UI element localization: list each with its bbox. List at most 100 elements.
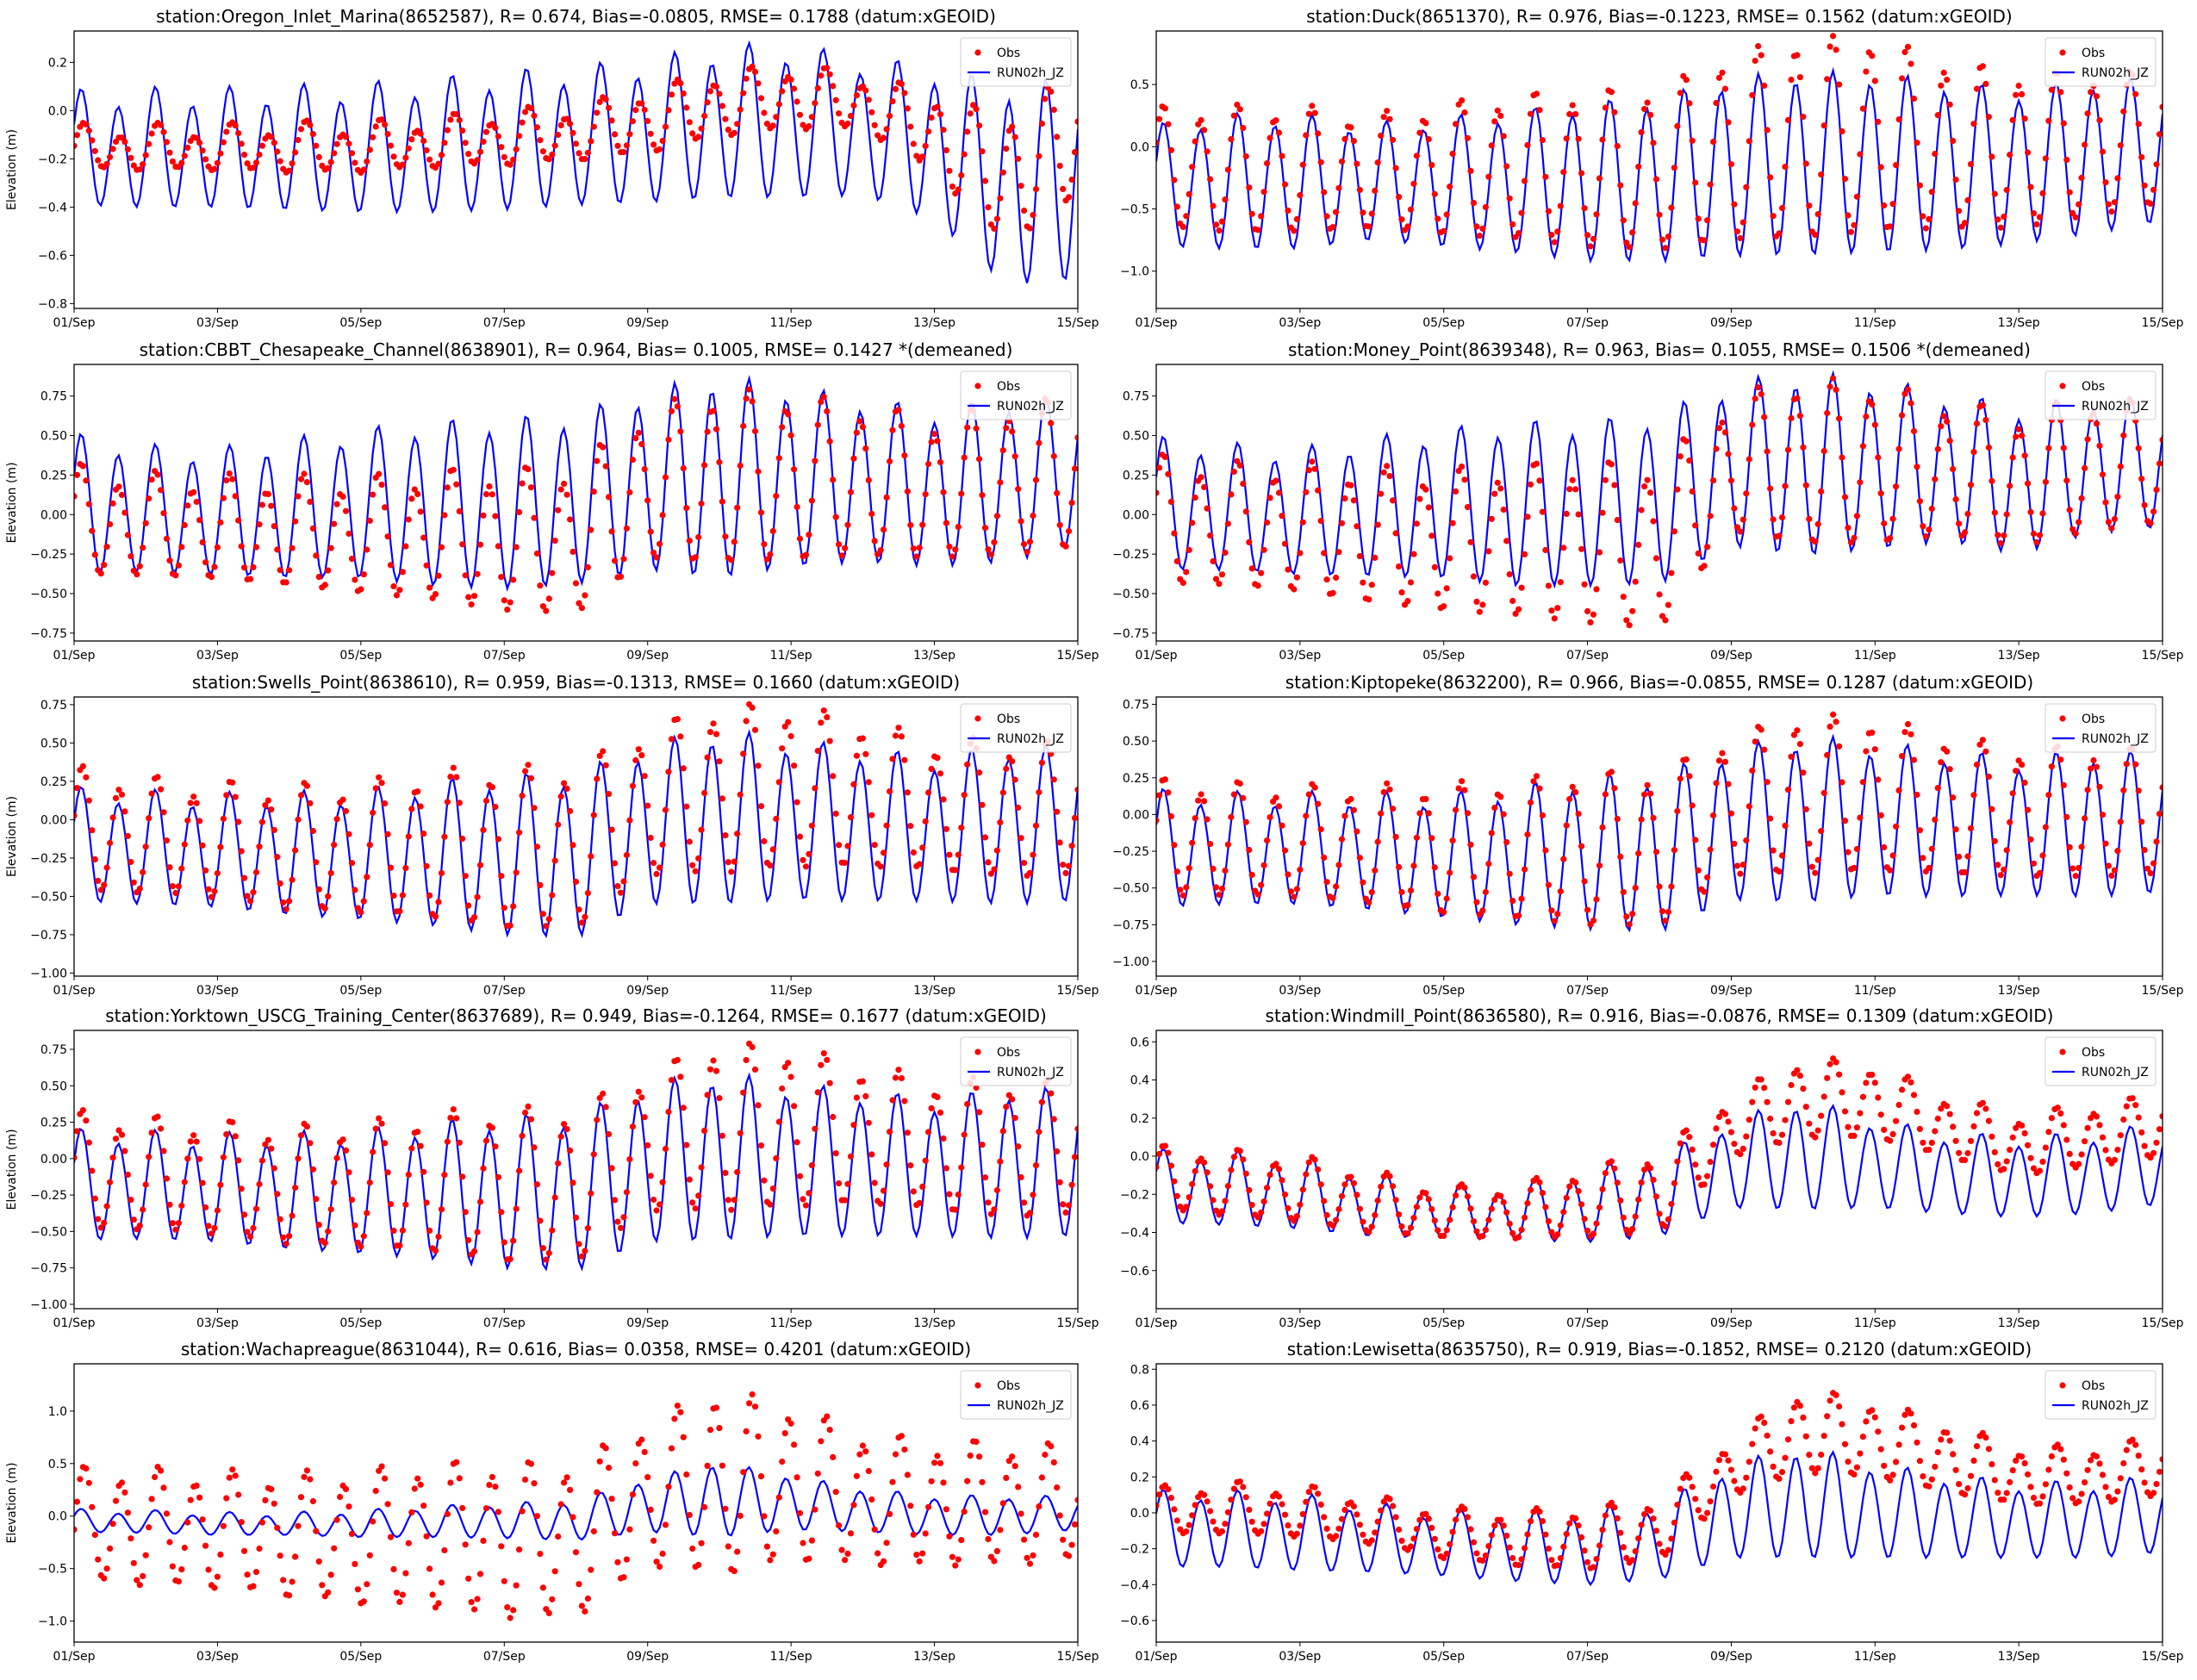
obs-point xyxy=(489,1124,496,1131)
obs-point xyxy=(327,1206,334,1213)
obs-point xyxy=(1413,152,1420,159)
obs-point xyxy=(382,504,389,511)
obs-point xyxy=(121,808,128,815)
obs-point xyxy=(1689,1484,1696,1490)
obs-point xyxy=(1305,110,1312,117)
obs-point xyxy=(916,1199,923,1206)
obs-point xyxy=(214,870,221,877)
obs-point xyxy=(1695,550,1702,557)
obs-point xyxy=(154,471,161,478)
obs-point xyxy=(444,1510,451,1517)
obs-point xyxy=(1938,423,1945,430)
obs-point xyxy=(1416,129,1423,136)
obs-point xyxy=(1413,520,1420,527)
obs-point xyxy=(91,1531,98,1539)
obs-point xyxy=(2153,161,2160,168)
obs-point xyxy=(1201,1159,1208,1166)
obs-point xyxy=(441,833,448,840)
obs-point xyxy=(1470,573,1478,580)
obs-point xyxy=(1275,1493,1283,1500)
obs-point xyxy=(2132,1441,2139,1448)
obs-point xyxy=(993,1547,1000,1554)
obs-point xyxy=(557,1133,564,1140)
obs-point xyxy=(820,394,827,401)
obs-point xyxy=(190,488,197,495)
obs-point xyxy=(1806,1120,1813,1127)
obs-point xyxy=(588,1190,594,1197)
obs-point xyxy=(2003,847,2010,854)
obs-point xyxy=(146,1154,152,1160)
obs-point xyxy=(620,1214,627,1221)
obs-point xyxy=(626,1526,633,1533)
obs-point xyxy=(97,887,104,893)
obs-point xyxy=(612,1530,619,1537)
obs-point xyxy=(543,607,550,614)
obs-point xyxy=(1195,797,1202,804)
obs-point xyxy=(501,1239,507,1246)
obs-point xyxy=(1258,213,1265,220)
obs-point xyxy=(1857,151,1864,158)
obs-point xyxy=(2150,508,2157,515)
obs-point xyxy=(1719,419,1726,426)
obs-point xyxy=(910,140,917,147)
obs-point xyxy=(665,107,672,114)
obs-point xyxy=(402,154,409,161)
obs-point xyxy=(211,888,218,895)
obs-point xyxy=(1767,1115,1774,1123)
obs-point xyxy=(1889,515,1896,522)
obs-point xyxy=(1725,119,1732,126)
obs-point xyxy=(1755,43,1762,50)
obs-point xyxy=(1662,918,1669,924)
obs-point xyxy=(701,462,708,469)
obs-point xyxy=(1542,546,1549,554)
obs-point xyxy=(1985,114,1992,121)
obs-point xyxy=(1997,872,2004,879)
obs-point xyxy=(83,121,90,128)
obs-point xyxy=(1836,81,1843,88)
obs-point xyxy=(1285,207,1291,214)
x-tick-label: 13/Sep xyxy=(913,984,955,998)
obs-point xyxy=(476,541,484,548)
obs-point xyxy=(862,750,869,757)
obs-point xyxy=(1641,105,1648,113)
obs-point xyxy=(235,1491,242,1498)
obs-point xyxy=(1165,470,1172,477)
obs-point xyxy=(674,1403,682,1409)
obs-point xyxy=(1329,589,1336,596)
obs-point xyxy=(366,1552,373,1559)
obs-point xyxy=(1887,1477,1894,1484)
obs-point xyxy=(321,582,328,588)
obs-point xyxy=(925,128,932,135)
obs-point xyxy=(2060,120,2067,127)
legend-obs-label: Obs xyxy=(2082,712,2105,726)
obs-point xyxy=(1548,607,1555,614)
legend-model-label: RUN02h_JZ xyxy=(997,400,1064,414)
obs-point xyxy=(1542,1204,1549,1210)
obs-point xyxy=(683,505,690,512)
obs-point xyxy=(1715,74,1723,81)
obs-point xyxy=(1335,1206,1342,1213)
x-tick-label: 09/Sep xyxy=(1710,1316,1752,1330)
obs-point xyxy=(1018,183,1024,190)
obs-point xyxy=(671,395,678,402)
obs-point xyxy=(456,1139,463,1146)
obs-point xyxy=(420,831,427,837)
subplot-6: station:Yorktown_USCG_Training_Center(86… xyxy=(5,1005,1099,1330)
obs-point xyxy=(937,1459,944,1466)
obs-point xyxy=(1212,576,1220,582)
obs-point xyxy=(614,1559,621,1565)
obs-point xyxy=(103,864,110,871)
x-tick-label: 15/Sep xyxy=(1057,1316,1099,1330)
obs-point xyxy=(1071,1154,1078,1160)
obs-point xyxy=(501,905,507,912)
obs-point xyxy=(360,571,367,578)
obs-point xyxy=(160,1148,167,1154)
obs-point xyxy=(1875,776,1882,783)
obs-point xyxy=(686,538,693,544)
obs-point xyxy=(755,762,762,769)
obs-point xyxy=(877,863,884,870)
obs-point xyxy=(850,102,857,109)
obs-point xyxy=(283,579,289,586)
obs-point xyxy=(1794,1067,1801,1073)
obs-point xyxy=(767,551,774,558)
